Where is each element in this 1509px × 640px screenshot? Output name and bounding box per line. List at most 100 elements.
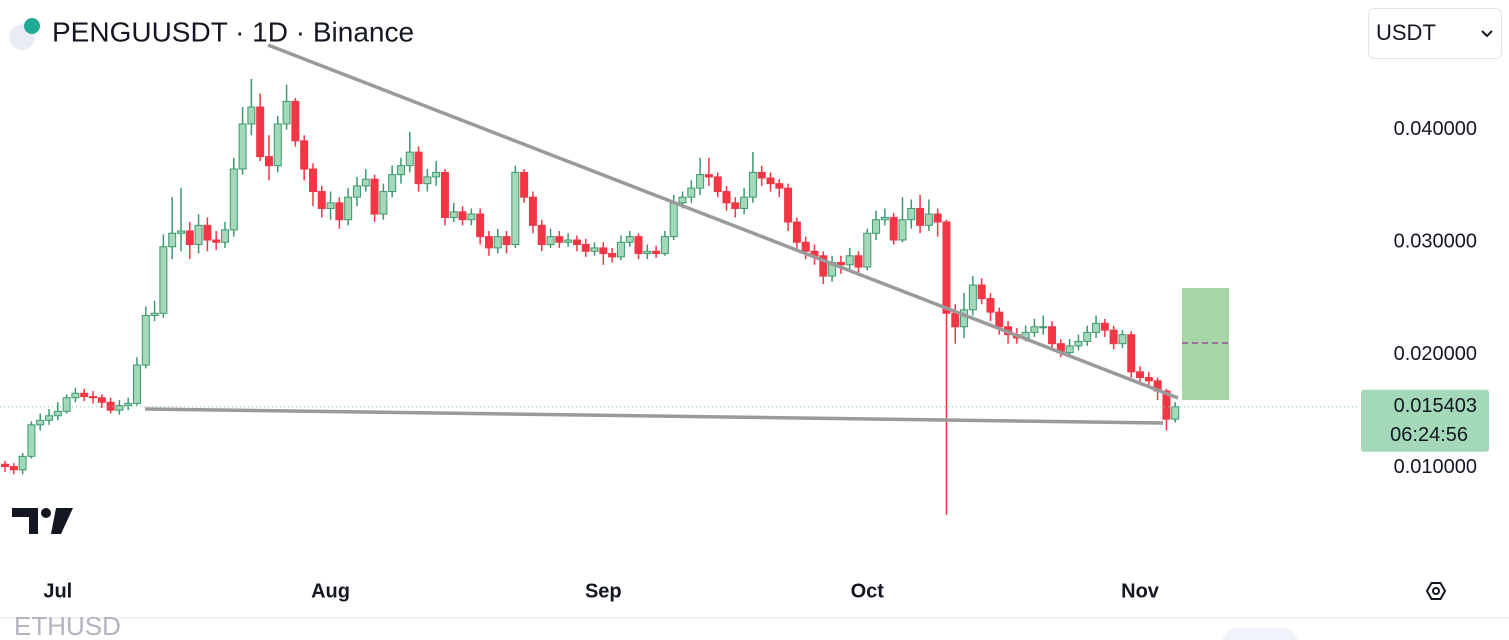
candle-body: [36, 419, 45, 426]
candle-body: [335, 202, 344, 221]
candle-body: [696, 174, 705, 189]
trend-line: [267, 43, 1179, 400]
x-tick-label: Nov: [1121, 580, 1160, 602]
candle-body: [89, 396, 98, 399]
candle-body: [194, 224, 203, 246]
candle-body: [291, 100, 300, 142]
candle-body: [933, 213, 942, 223]
pane-button[interactable]: [1222, 628, 1298, 640]
candle-body: [1100, 322, 1109, 331]
candle-body: [53, 410, 62, 417]
candle-body: [898, 219, 907, 241]
candle-body: [722, 191, 731, 204]
chevron: [1481, 30, 1493, 38]
candle-body: [1144, 376, 1153, 382]
candle-body: [968, 284, 977, 311]
currency-value: USDT: [1376, 20, 1436, 45]
candle-body: [836, 262, 845, 266]
candle-body: [159, 246, 168, 314]
candle-body: [458, 211, 467, 221]
exchange-icon: [24, 18, 40, 34]
candle-body: [97, 397, 106, 403]
candle-body: [115, 405, 124, 411]
price-label-box: [1361, 389, 1489, 452]
candle-body: [493, 236, 502, 249]
candle-body: [792, 221, 801, 243]
candle-body: [370, 178, 379, 215]
settings-button[interactable]: [1425, 582, 1447, 600]
candle-body: [863, 232, 872, 268]
candle-body: [660, 236, 669, 255]
candle-body: [1171, 406, 1180, 420]
candle-body: [1109, 329, 1118, 345]
candle-body: [1127, 334, 1136, 373]
candle-body: [1048, 326, 1057, 345]
currency-select[interactable]: [1368, 8, 1502, 59]
candle-body: [27, 424, 36, 457]
candle-body: [880, 216, 889, 221]
candle-body: [414, 151, 423, 185]
candle-body: [572, 239, 581, 246]
candle-body: [440, 171, 449, 218]
candle-body: [141, 314, 150, 366]
candle-body: [1162, 390, 1171, 420]
candle-body: [1092, 322, 1101, 333]
candle-body: [106, 401, 115, 411]
tv-logo: [12, 508, 73, 534]
candle-body: [986, 298, 995, 313]
candle-body: [282, 100, 291, 125]
y-tick-label: 0.030000: [1394, 231, 1477, 253]
candle-body: [484, 236, 493, 249]
candle-body: [405, 151, 414, 167]
candle-body: [212, 239, 221, 243]
candle-body: [1136, 371, 1145, 378]
candle-body: [1074, 340, 1083, 347]
candle-body: [273, 123, 282, 167]
candle-body: [185, 230, 194, 246]
lower-symbol: ETHUSD: [14, 611, 121, 640]
candle-body: [423, 176, 432, 185]
candle-body: [1118, 334, 1127, 345]
candle-body: [352, 185, 361, 198]
candle-body: [643, 250, 652, 255]
symbol-title: PENGUUSDT · 1D · Binance: [52, 16, 414, 47]
trend-line: [144, 407, 1164, 425]
countdown-label: 06:24:56: [1390, 424, 1468, 446]
candle-body: [977, 284, 986, 300]
candle-body: [599, 247, 608, 255]
candle-body: [889, 216, 898, 241]
candle-body: [581, 244, 590, 252]
candle-body: [396, 165, 405, 176]
candle-body: [80, 392, 89, 398]
candle-body: [678, 196, 687, 204]
candle-body: [924, 213, 933, 226]
candle-body: [9, 465, 18, 471]
candle-body: [546, 236, 555, 246]
price-label: 0.015403: [1394, 395, 1477, 417]
candle-body: [229, 168, 238, 231]
candles: [1, 78, 1180, 515]
candle-body: [775, 183, 784, 189]
candle-body: [432, 171, 441, 178]
candle-body: [652, 250, 661, 255]
candle-body: [124, 402, 133, 407]
candle-body: [238, 123, 247, 170]
candle-body: [555, 236, 564, 243]
settings-dot: [1432, 587, 1440, 595]
candle-body: [669, 202, 678, 238]
overlay: 0.015403 06:24:56: [0, 389, 1489, 452]
candle-body: [379, 191, 388, 215]
x-tick-label: Oct: [851, 580, 885, 602]
candle-body: [256, 106, 265, 158]
y-tick-label: 0.010000: [1394, 456, 1477, 478]
candle-body: [537, 224, 546, 246]
candle-body: [784, 187, 793, 223]
candle-body: [1065, 345, 1074, 354]
candle-body: [176, 230, 185, 234]
candle-body: [449, 211, 458, 218]
position-target: [1182, 288, 1229, 400]
candle-body: [132, 364, 141, 404]
x-tick-label: Sep: [585, 580, 622, 602]
candle-body: [511, 171, 520, 246]
